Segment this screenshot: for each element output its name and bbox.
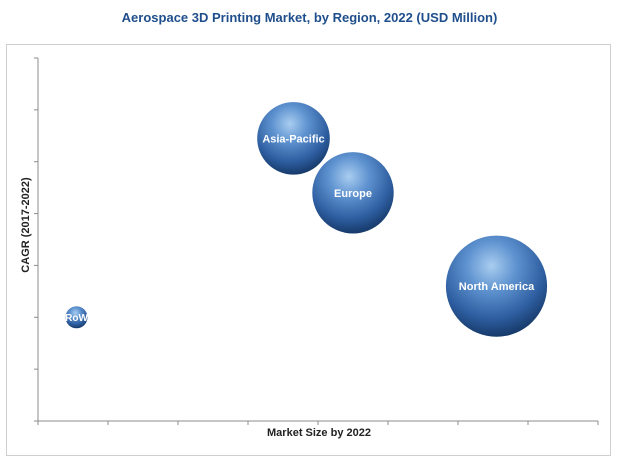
bubble-row: RoW xyxy=(65,306,88,329)
bubble-label: Asia-Pacific xyxy=(262,133,324,145)
bubble-label: North America xyxy=(459,281,535,293)
bubble-north-america: North America xyxy=(445,235,548,337)
bubble-circle xyxy=(445,235,548,337)
bubble-circle xyxy=(65,306,88,329)
bubble-label: Europe xyxy=(334,188,372,200)
bubbles: RoW Asia-Pacific Europe North America xyxy=(65,102,548,337)
chart-frame xyxy=(6,44,611,456)
axes xyxy=(34,57,599,425)
bubble-asia-pacific: Asia-Pacific xyxy=(257,102,330,175)
bubble-circle xyxy=(257,102,330,175)
chart-title: Aerospace 3D Printing Market, by Region,… xyxy=(121,10,498,25)
bubble-europe: Europe xyxy=(312,152,394,234)
bubble-label: RoW xyxy=(65,313,88,324)
x-axis-label: Market Size by 2022 xyxy=(267,427,371,439)
bubble-circle xyxy=(312,152,394,234)
